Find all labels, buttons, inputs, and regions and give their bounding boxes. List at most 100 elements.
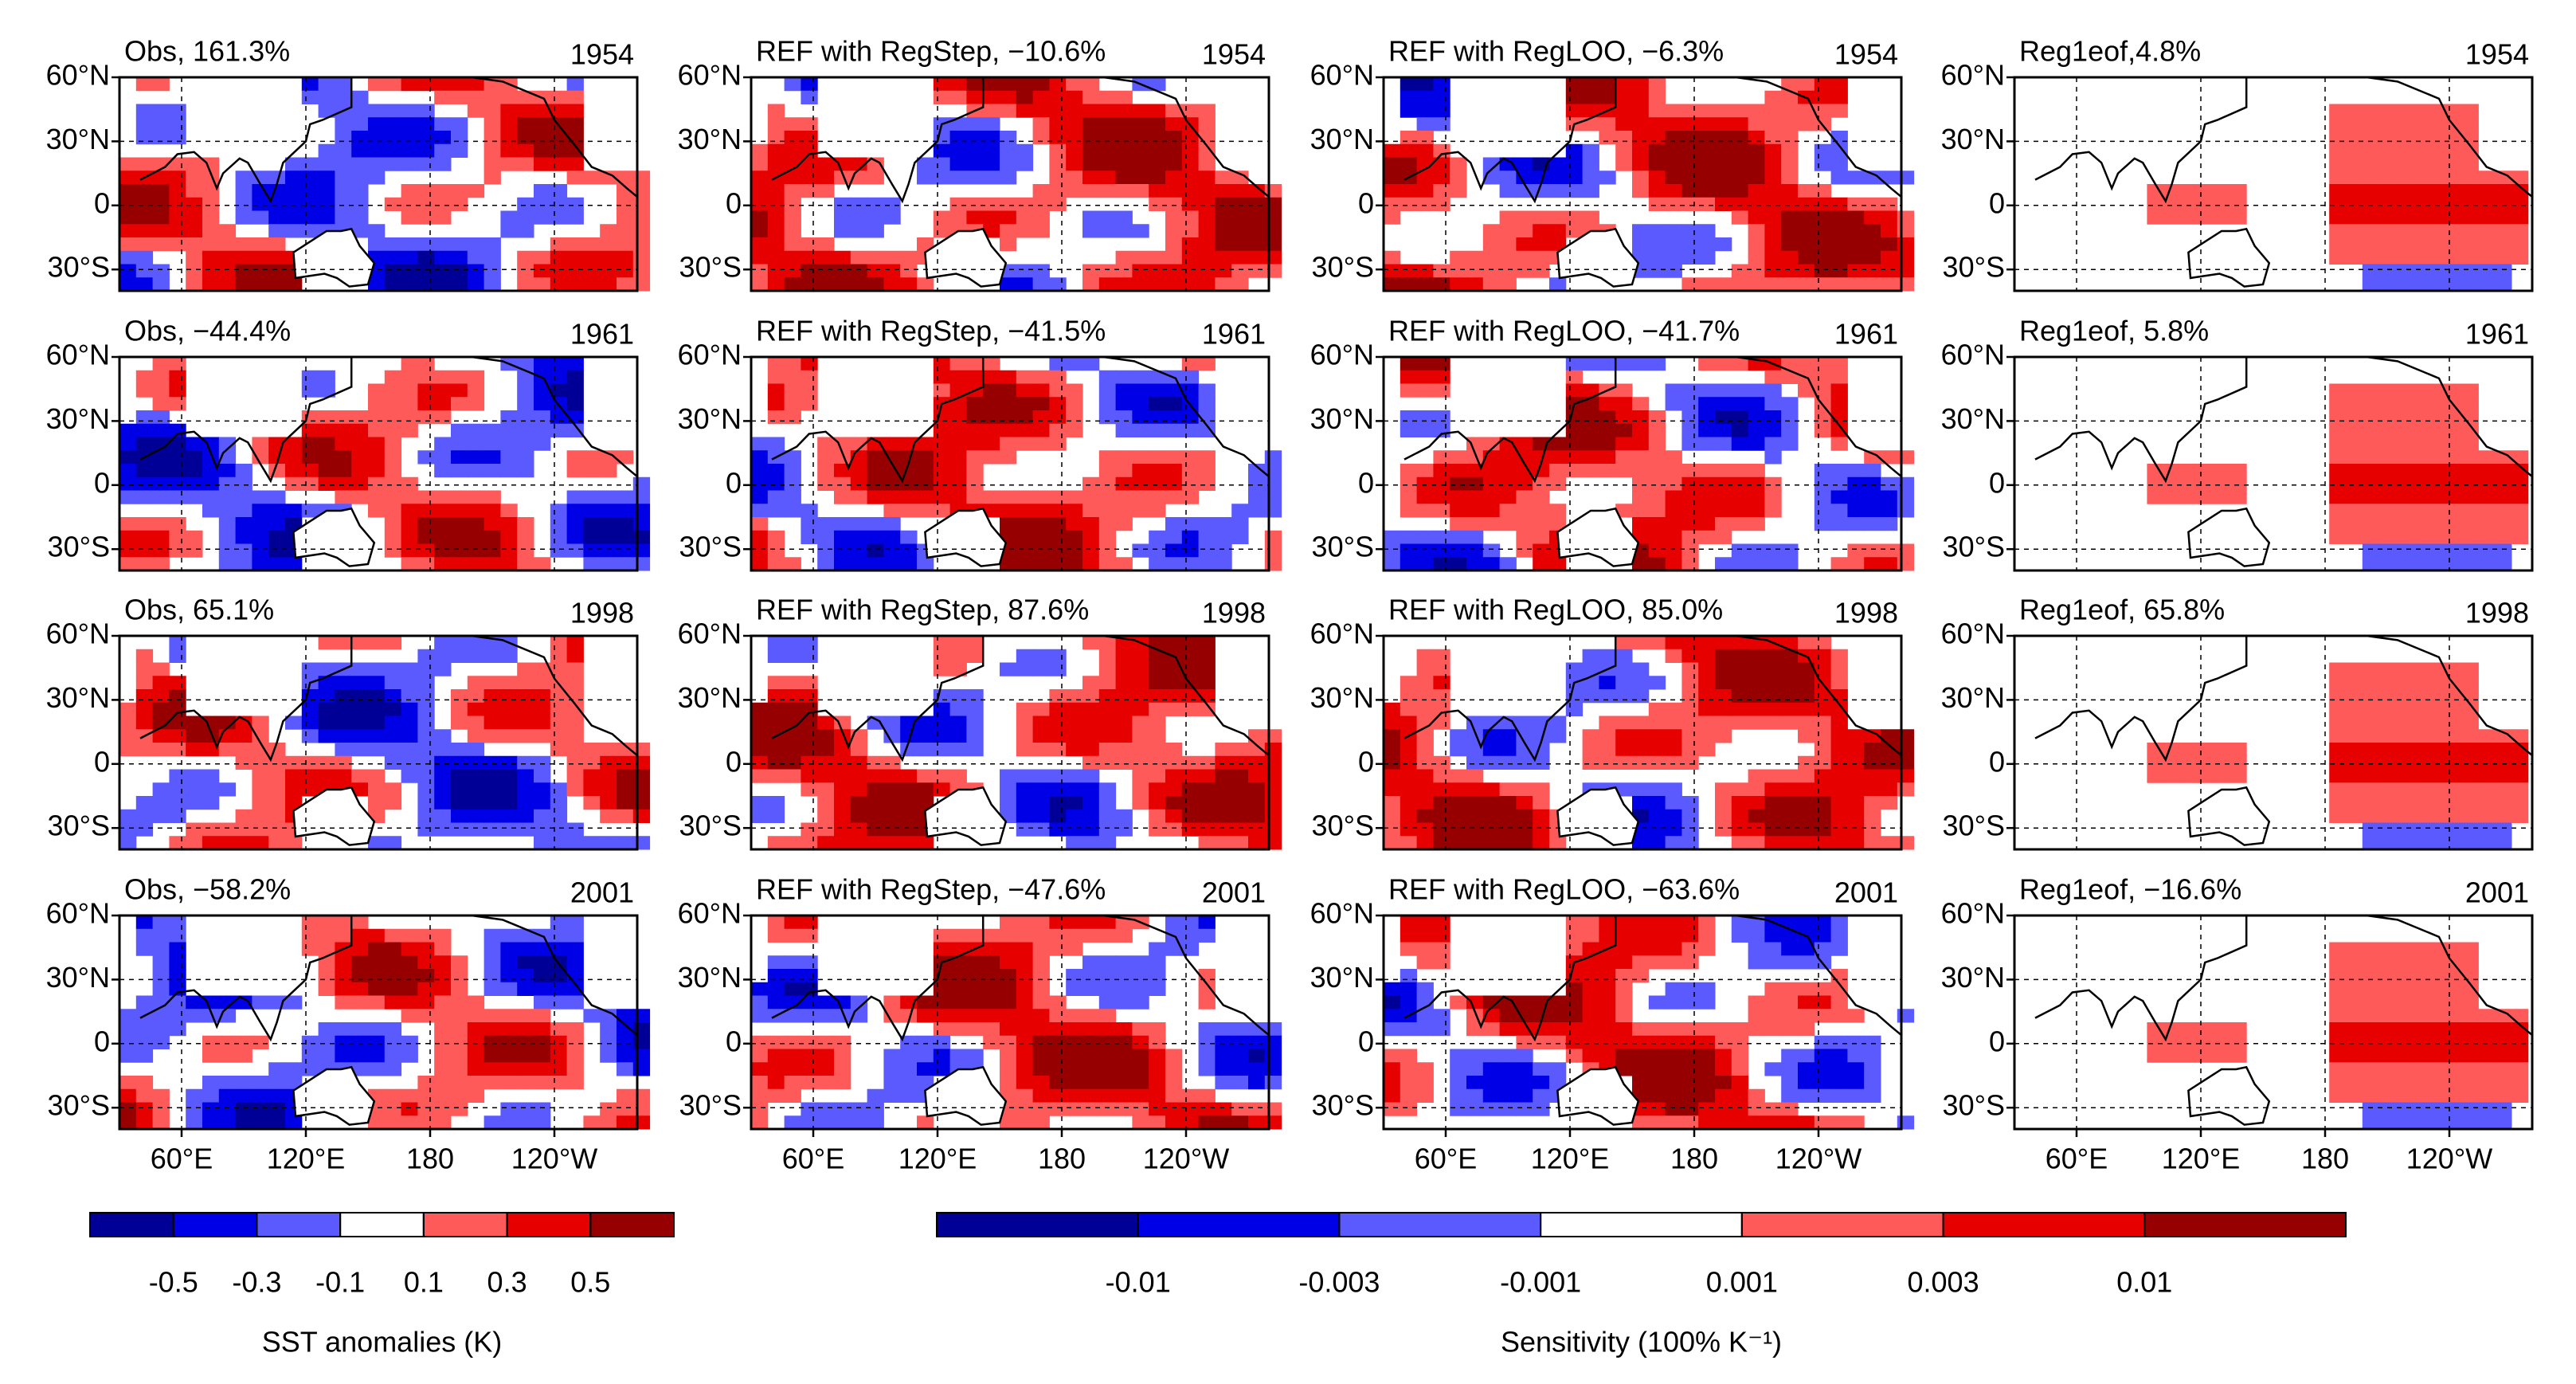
field-cell	[368, 769, 386, 783]
field-cell	[1416, 171, 1434, 185]
field-cell	[983, 437, 1000, 451]
panel-title: REF with RegLOO, −6.3%	[1388, 35, 1724, 68]
field-cell	[451, 955, 468, 970]
field-cell	[1384, 1022, 1401, 1037]
field-cell	[1698, 357, 1716, 371]
field-cell	[2478, 210, 2496, 225]
field-cell	[301, 224, 319, 238]
field-cell	[1715, 1088, 1732, 1103]
field-cell	[933, 383, 951, 398]
field-cell	[1698, 1102, 1716, 1116]
field-cell	[1416, 955, 1434, 970]
lat-label: 30°N	[46, 961, 110, 994]
field-cell	[600, 1049, 617, 1063]
lat-label: 0	[94, 186, 110, 219]
field-cell	[483, 729, 501, 743]
lat-label: 60°N	[1310, 339, 1374, 371]
field-cell	[1433, 490, 1450, 504]
field-cell	[1165, 464, 1183, 478]
field-cell	[384, 689, 402, 704]
field-cell	[1698, 464, 1716, 478]
field-cell	[2445, 1009, 2463, 1023]
field-cell	[1731, 636, 1749, 650]
field-cell	[1665, 836, 1682, 850]
field-cell	[2412, 729, 2429, 743]
field-cell	[483, 464, 501, 478]
field-cell	[1198, 557, 1216, 571]
field-cell	[1149, 476, 1166, 491]
field-cell	[900, 504, 918, 518]
field-cell	[2329, 504, 2347, 518]
field-cell	[169, 517, 186, 531]
field-cell	[617, 224, 634, 238]
field-cell	[983, 942, 1000, 956]
field-cell	[301, 423, 319, 437]
field-cell	[186, 1009, 203, 1023]
lat-label: 0	[726, 186, 742, 219]
field-cell	[1384, 743, 1401, 757]
field-cell	[900, 782, 918, 797]
field-cell	[152, 955, 170, 970]
field-cell	[1582, 755, 1599, 770]
field-cell	[1648, 197, 1666, 211]
field-cell	[169, 1022, 186, 1037]
field-cell	[1499, 809, 1517, 823]
field-cell	[135, 928, 154, 943]
field-cell	[600, 224, 617, 238]
field-cell	[550, 504, 568, 518]
field-cell	[1181, 476, 1200, 491]
field-cell	[119, 822, 137, 837]
field-cell	[451, 184, 468, 198]
field-cell	[318, 476, 335, 491]
field-cell	[1165, 383, 1183, 398]
field-cell	[2445, 1062, 2463, 1076]
field-cell	[434, 809, 452, 823]
field-cell	[550, 250, 568, 265]
field-cell	[1181, 915, 1200, 930]
field-cell	[867, 543, 884, 558]
field-cell	[2461, 423, 2479, 437]
field-cell	[566, 649, 584, 663]
field-cell	[566, 836, 584, 850]
field-cell	[119, 1088, 137, 1103]
field-cell	[1149, 143, 1166, 158]
field-cell	[1648, 517, 1666, 531]
field-cell	[2395, 662, 2413, 676]
field-cell	[1082, 716, 1100, 730]
field-cell	[351, 90, 369, 104]
panel-title: Obs, −44.4%	[124, 315, 291, 347]
field-cell	[2213, 769, 2230, 783]
field-cell	[1032, 1049, 1050, 1063]
field-cell	[351, 184, 369, 198]
field-cell	[1681, 649, 1699, 663]
field-cell	[1400, 716, 1418, 730]
field-cell	[1248, 755, 1266, 770]
field-cell	[1615, 143, 1633, 158]
field-cell	[401, 383, 418, 398]
field-cell	[1016, 557, 1034, 571]
field-cell	[801, 729, 818, 743]
field-cell	[1731, 1022, 1749, 1037]
field-cell	[1864, 1076, 1881, 1090]
field-cell	[335, 157, 352, 171]
field-cell	[949, 702, 967, 716]
field-cell	[1731, 210, 1749, 225]
field-cell	[1000, 1076, 1017, 1090]
field-cell	[867, 755, 884, 770]
field-cell	[401, 982, 418, 996]
field-cell	[767, 836, 785, 850]
field-cell	[500, 942, 518, 956]
field-cell	[2445, 171, 2463, 185]
field-cell	[2329, 1088, 2347, 1103]
field-cell	[2429, 1088, 2446, 1103]
field-cell	[467, 90, 485, 104]
field-cell	[1764, 1102, 1782, 1116]
field-cell	[483, 171, 501, 185]
field-cell	[2429, 383, 2446, 398]
field-cell	[2378, 782, 2396, 797]
field-cell	[1781, 557, 1799, 571]
field-cell	[1198, 755, 1216, 770]
field-cell	[632, 836, 651, 850]
field-cell	[235, 557, 253, 571]
field-cell	[966, 197, 984, 211]
